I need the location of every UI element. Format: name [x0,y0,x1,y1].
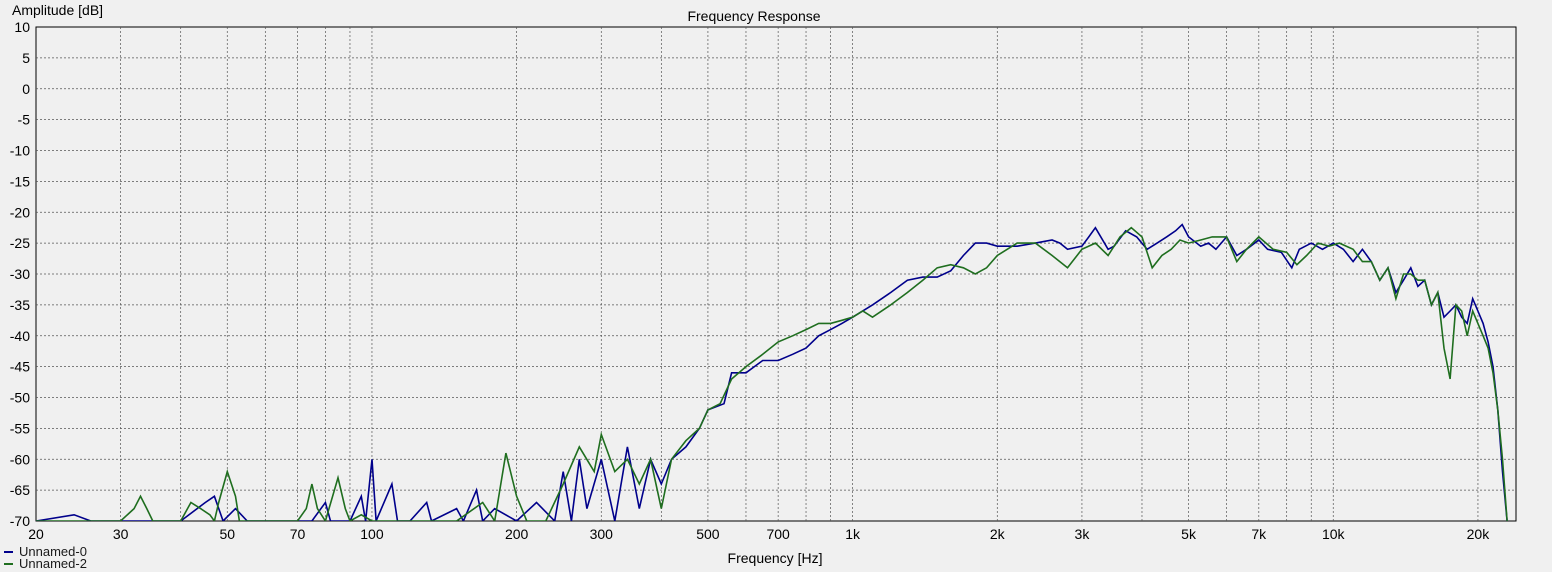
x-tick-label: 7k [1251,526,1267,542]
y-tick-label: -50 [10,390,30,406]
x-tick-label: 200 [505,526,529,542]
x-tick-label: 1k [845,526,861,542]
chart-title: Frequency Response [687,8,820,24]
y-axis-label: Amplitude [dB] [12,2,103,18]
x-tick-label: 3k [1075,526,1091,542]
x-tick-label: 70 [290,526,306,542]
x-tick-label: 20k [1467,526,1491,542]
x-tick-label: 700 [766,526,790,542]
y-tick-label: -70 [10,513,30,529]
x-tick-label: 5k [1181,526,1197,542]
x-tick-label: 2k [990,526,1006,542]
x-tick-label: 50 [219,526,235,542]
y-tick-label: -35 [10,297,30,313]
series-lines [36,223,1508,521]
y-tick-label: -60 [10,451,30,467]
grid [36,27,1516,521]
x-tick-label: 100 [360,526,384,542]
legend-item: Unnamed-2 [4,556,87,571]
y-tick-label: -25 [10,235,30,251]
y-tick-label: -30 [10,266,30,282]
legend-swatch [4,563,13,565]
x-axis-label: Frequency [Hz] [728,550,823,566]
x-tick-label: 30 [113,526,129,542]
y-tick-label: -15 [10,173,30,189]
legend-swatch [4,551,13,553]
series-line [36,226,1508,521]
legend: Unnamed-0 Unnamed-2 [4,544,87,571]
legend-label: Unnamed-2 [19,556,87,571]
y-tick-label: -10 [10,143,30,159]
y-tick-label: 0 [22,81,30,97]
y-tick-label: 10 [14,19,30,35]
ticks: 1050-5-10-15-20-25-30-35-40-45-50-55-60-… [10,19,1490,542]
legend-item: Unnamed-0 [4,544,87,559]
x-tick-label: 300 [590,526,614,542]
x-tick-label: 20 [28,526,44,542]
y-tick-label: -40 [10,328,30,344]
legend-label: Unnamed-0 [19,544,87,559]
x-tick-label: 10k [1322,526,1346,542]
y-tick-label: -5 [18,112,31,128]
y-tick-label: 5 [22,50,30,66]
y-tick-label: -55 [10,420,30,436]
x-tick-label: 500 [696,526,720,542]
y-tick-label: -65 [10,482,30,498]
y-tick-label: -45 [10,359,30,375]
y-tick-label: -20 [10,204,30,220]
